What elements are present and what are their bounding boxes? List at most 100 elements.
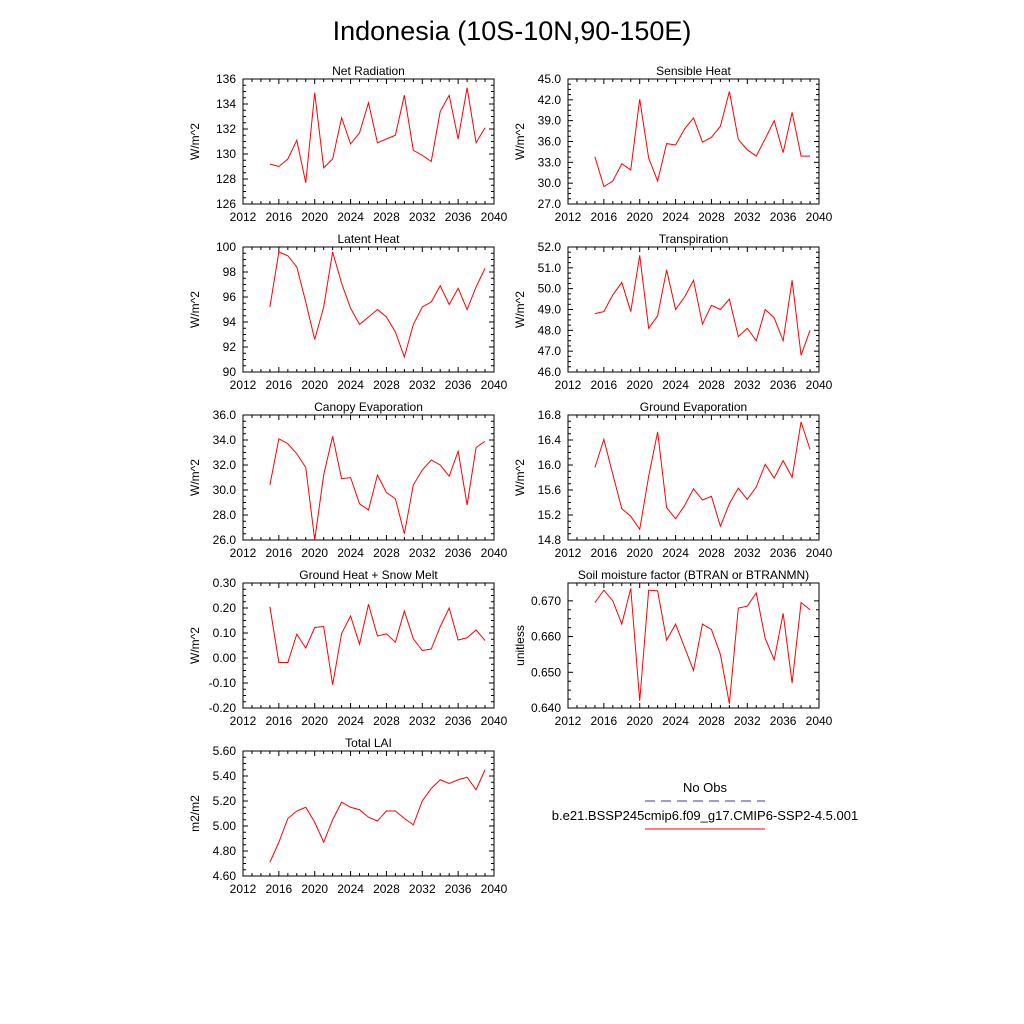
x-tick-label: 2024: [337, 714, 364, 728]
y-tick-label: 33.0: [538, 155, 562, 169]
y-tick-label: 0.650: [531, 665, 561, 679]
panel-9: Total LAI 2012 2016 2020 2024 2028 2032 2036 204…: [188, 736, 508, 896]
x-tick-label: 2016: [266, 882, 293, 896]
legend-label: b.e21.BSSP245cmip6.f09_g17.CMIP6-SSP2-4.…: [552, 808, 858, 823]
y-tick-label: 30.0: [213, 483, 237, 497]
y-tick-label: 0.20: [213, 601, 237, 615]
series-line: [269, 87, 486, 183]
x-tick-label: 2020: [301, 546, 328, 560]
x-tick-label: 2032: [409, 882, 436, 896]
x-tick-label: 2032: [734, 546, 761, 560]
legend: No Obs b.e21.BSSP245cmip6.f09_g17.CMIP6-S…: [552, 780, 858, 830]
x-tick-label: 2036: [770, 210, 797, 224]
panel-title: Ground Heat + Snow Melt: [299, 568, 438, 582]
y-tick-label: -0.10: [209, 676, 237, 690]
y-axis-label: W/m^2: [188, 459, 202, 496]
x-tick-label: 2040: [481, 546, 508, 560]
x-tick-label: 2040: [481, 882, 508, 896]
x-tick-label: 2012: [230, 546, 257, 560]
y-tick-label: 130: [216, 147, 236, 161]
y-tick-label: 46.0: [538, 365, 562, 379]
y-tick-label: 92: [223, 340, 237, 354]
y-tick-label: 16.4: [538, 433, 562, 447]
series-line: [594, 588, 811, 704]
x-tick-label: 2040: [806, 546, 833, 560]
panel-title: Net Radiation: [332, 64, 405, 78]
x-tick-label: 2032: [409, 546, 436, 560]
x-tick-label: 2016: [591, 546, 618, 560]
panel-title: Latent Heat: [337, 232, 400, 246]
x-tick-label: 2036: [770, 378, 797, 392]
x-tick-label: 2020: [626, 210, 653, 224]
y-tick-label: 32.0: [213, 458, 237, 472]
y-tick-label: 34.0: [213, 433, 237, 447]
y-tick-label: 49.0: [538, 303, 562, 317]
x-tick-label: 2016: [266, 378, 293, 392]
figure-title: Indonesia (10S-10N,90-150E): [333, 16, 692, 46]
x-tick-label: 2028: [373, 210, 400, 224]
x-tick-label: 2040: [481, 210, 508, 224]
x-tick-label: 2036: [445, 882, 472, 896]
x-tick-label: 2028: [698, 714, 725, 728]
y-tick-label: 16.8: [538, 408, 562, 422]
y-axis-label: unitless: [513, 625, 527, 666]
x-tick-label: 2020: [626, 378, 653, 392]
series-line: [594, 91, 811, 188]
x-tick-label: 2036: [445, 546, 472, 560]
x-tick-label: 2032: [409, 714, 436, 728]
x-tick-label: 2012: [555, 210, 582, 224]
panel-title: Ground Evaporation: [640, 400, 747, 414]
x-tick-label: 2024: [337, 210, 364, 224]
y-tick-label: 96: [223, 290, 237, 304]
x-tick-label: 2036: [770, 546, 797, 560]
y-tick-label: 15.6: [538, 483, 562, 497]
y-tick-label: 39.0: [538, 114, 562, 128]
x-tick-label: 2020: [626, 714, 653, 728]
x-tick-label: 2024: [662, 714, 689, 728]
x-tick-label: 2036: [445, 714, 472, 728]
x-tick-label: 2012: [230, 882, 257, 896]
series-line: [269, 604, 486, 685]
x-tick-label: 2024: [662, 378, 689, 392]
x-tick-label: 2040: [806, 378, 833, 392]
y-tick-label: 5.60: [213, 744, 237, 758]
y-tick-label: 126: [216, 197, 236, 211]
x-tick-label: 2016: [591, 714, 618, 728]
x-tick-label: 2020: [301, 882, 328, 896]
x-tick-label: 2020: [301, 210, 328, 224]
y-tick-label: 0.00: [213, 651, 237, 665]
y-tick-label: 0.10: [213, 626, 237, 640]
y-tick-label: 134: [216, 97, 236, 111]
x-tick-label: 2040: [481, 378, 508, 392]
x-tick-label: 2012: [230, 378, 257, 392]
x-tick-label: 2032: [734, 210, 761, 224]
y-axis-label: W/m^2: [513, 459, 527, 496]
x-tick-label: 2024: [337, 882, 364, 896]
y-tick-label: 94: [223, 315, 237, 329]
y-tick-label: 36.0: [538, 135, 562, 149]
x-tick-label: 2024: [662, 546, 689, 560]
y-tick-label: 48.0: [538, 323, 562, 337]
y-tick-label: -0.20: [209, 701, 237, 715]
y-tick-label: 14.8: [538, 533, 562, 547]
x-tick-label: 2028: [373, 546, 400, 560]
x-tick-label: 2012: [555, 714, 582, 728]
x-tick-label: 2024: [337, 378, 364, 392]
x-tick-label: 2028: [373, 714, 400, 728]
x-tick-label: 2016: [266, 714, 293, 728]
panel-6: Ground Evaporation 2012 2016 2020 2024 2028 20…: [513, 400, 833, 560]
y-tick-label: 4.60: [213, 869, 237, 883]
x-tick-label: 2032: [734, 378, 761, 392]
y-axis-label: W/m^2: [188, 291, 202, 328]
x-tick-label: 2016: [591, 378, 618, 392]
series-line: [594, 421, 811, 531]
y-tick-label: 90: [223, 365, 237, 379]
y-tick-label: 136: [216, 72, 236, 86]
y-tick-label: 100: [216, 240, 236, 254]
y-tick-label: 5.00: [213, 819, 237, 833]
x-tick-label: 2040: [806, 714, 833, 728]
y-tick-label: 132: [216, 122, 236, 136]
panel-7: Ground Heat + Snow Melt 2012 2016 2020 2024 2…: [188, 568, 508, 728]
y-axis-label: m2/m2: [188, 795, 202, 832]
panel-4: Transpiration 2012 2016 2020 2024 2028 2032 203…: [513, 232, 833, 392]
